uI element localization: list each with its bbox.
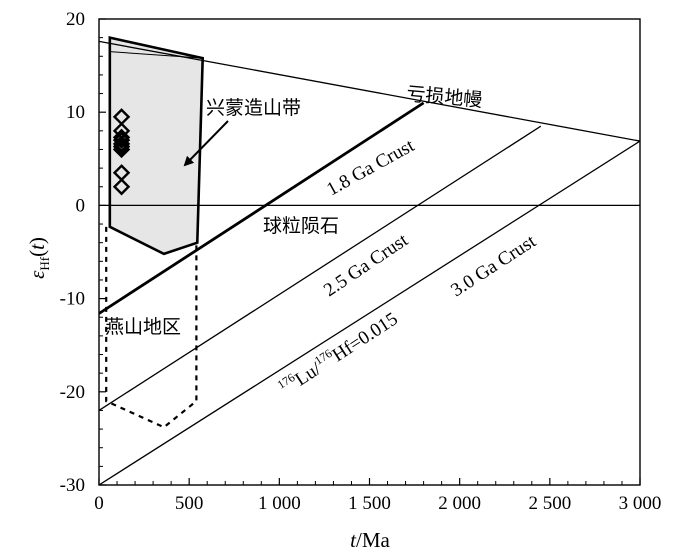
x-tick-label: 500 (175, 493, 204, 514)
y-tick-label: -30 (60, 475, 85, 496)
x-axis-ticks: 0 500 1 000 1 500 2 000 2 500 3 000 (94, 478, 661, 514)
depleted-mantle-line (99, 40, 640, 142)
x-tick-label: 1 500 (348, 493, 391, 514)
data-point-diamond (112, 140, 131, 159)
y-tick-label: -20 (60, 382, 85, 403)
x-tick-label: 2 000 (438, 493, 481, 514)
reference-lines-layer (99, 40, 640, 485)
y-axis-ticks: 20 10 0 -10 -20 -30 (60, 9, 106, 496)
data-point-diamond (112, 135, 131, 153)
x-tick-label: 1 000 (258, 493, 301, 514)
y-tick-label: 20 (66, 9, 85, 30)
orogen-belt-label: 兴蒙造山带 (206, 97, 301, 119)
chondrite-label: 球粒陨石 (263, 215, 339, 237)
data-point-diamond (112, 131, 131, 149)
orogen-pointer-arrow (183, 120, 229, 167)
data-point-diamond (112, 137, 131, 156)
x-axis-title: t/Ma (350, 528, 390, 552)
x-tick-label: 2 500 (528, 493, 571, 514)
crust-2-5-label: 2.5 Ga Crust (320, 229, 412, 301)
y-tick-label: 0 (76, 195, 86, 216)
y-tick-label: 10 (66, 102, 85, 123)
x-tick-label: 3 000 (619, 493, 662, 514)
x-tick-label: 0 (94, 493, 104, 514)
crust-1-8-line (99, 101, 425, 315)
crust-3-0-label: 3.0 Ga Crust (447, 231, 540, 302)
data-point-diamond (112, 128, 131, 147)
crust-1-8-label: 1.8 Ga Crust (323, 135, 418, 201)
yanshan-region-label: 燕山地区 (105, 316, 181, 338)
regions-layer (105, 36, 205, 429)
y-tick-label: -10 (60, 289, 85, 310)
lu-hf-ratio-label: 176Lu/176Hf=0.015 (275, 306, 402, 400)
orogen-belt-field (108, 36, 205, 256)
data-markers-layer (112, 108, 131, 196)
y-axis-title: εHf(t) (25, 237, 52, 279)
crust-3-0-line (99, 140, 640, 485)
data-point-diamond (112, 178, 131, 196)
crust-2-5-line (99, 125, 542, 411)
